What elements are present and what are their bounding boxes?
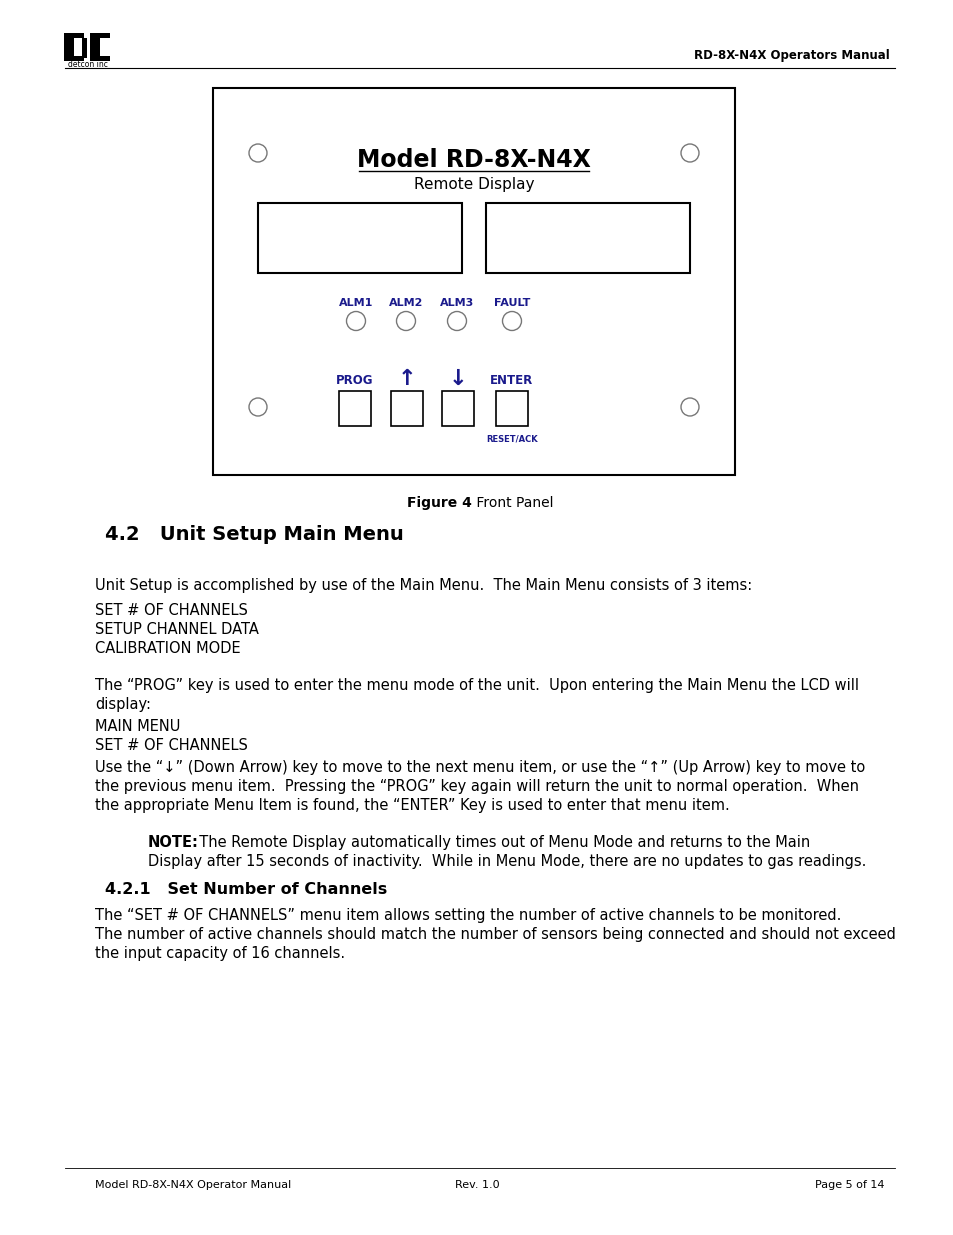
Bar — [82, 38, 87, 58]
Text: PROG: PROG — [335, 374, 374, 388]
Text: RESET/ACK: RESET/ACK — [486, 435, 537, 443]
Text: SET # OF CHANNELS: SET # OF CHANNELS — [95, 603, 248, 618]
Text: Use the “↓” (Down Arrow) key to move to the next menu item, or use the “↑” (Up A: Use the “↓” (Down Arrow) key to move to … — [95, 760, 864, 776]
Text: Front Panel: Front Panel — [472, 496, 553, 510]
Circle shape — [249, 144, 267, 162]
Text: ALM1: ALM1 — [338, 298, 373, 308]
Circle shape — [680, 144, 699, 162]
Bar — [441, 391, 474, 426]
Text: ↓: ↓ — [448, 369, 467, 389]
Circle shape — [249, 398, 267, 416]
Text: detcon inc: detcon inc — [68, 61, 108, 69]
Bar — [90, 33, 100, 61]
Text: display:: display: — [95, 697, 151, 713]
Text: ENTER: ENTER — [490, 374, 533, 388]
Text: RD-8X-N4X Operators Manual: RD-8X-N4X Operators Manual — [694, 48, 889, 62]
Text: ALM3: ALM3 — [439, 298, 474, 308]
Circle shape — [680, 398, 699, 416]
Bar — [338, 391, 371, 426]
Text: Rev. 1.0: Rev. 1.0 — [455, 1179, 498, 1191]
Bar — [485, 203, 689, 273]
Text: The “PROG” key is used to enter the menu mode of the unit.  Upon entering the Ma: The “PROG” key is used to enter the menu… — [95, 678, 858, 693]
Bar — [496, 391, 527, 426]
Text: Display after 15 seconds of inactivity.  While in Menu Mode, there are no update: Display after 15 seconds of inactivity. … — [148, 853, 865, 869]
Bar — [213, 88, 734, 475]
Text: Unit Setup is accomplished by use of the Main Menu.  The Main Menu consists of 3: Unit Setup is accomplished by use of the… — [95, 578, 752, 593]
Bar — [90, 56, 110, 61]
Circle shape — [346, 311, 365, 331]
Text: NOTE:: NOTE: — [148, 835, 198, 850]
Text: 4.2   Unit Setup Main Menu: 4.2 Unit Setup Main Menu — [105, 526, 403, 545]
Circle shape — [396, 311, 416, 331]
Text: SETUP CHANNEL DATA: SETUP CHANNEL DATA — [95, 622, 258, 637]
Text: ↑: ↑ — [397, 369, 416, 389]
Circle shape — [502, 311, 521, 331]
Text: 4.2.1   Set Number of Channels: 4.2.1 Set Number of Channels — [105, 882, 387, 897]
Text: Remote Display: Remote Display — [414, 178, 534, 193]
Text: the previous menu item.  Pressing the “PROG” key again will return the unit to n: the previous menu item. Pressing the “PR… — [95, 779, 858, 794]
Text: Page 5 of 14: Page 5 of 14 — [815, 1179, 884, 1191]
Text: the input capacity of 16 channels.: the input capacity of 16 channels. — [95, 946, 345, 961]
Text: FAULT: FAULT — [494, 298, 530, 308]
Bar — [90, 33, 110, 38]
Text: The Remote Display automatically times out of Menu Mode and returns to the Main: The Remote Display automatically times o… — [190, 835, 809, 850]
Bar — [64, 56, 84, 61]
Circle shape — [447, 311, 466, 331]
Bar — [64, 33, 74, 61]
Text: the appropriate Menu Item is found, the “ENTER” Key is used to enter that menu i: the appropriate Menu Item is found, the … — [95, 798, 729, 813]
Text: MAIN MENU: MAIN MENU — [95, 719, 180, 734]
Text: The “SET # OF CHANNELS” menu item allows setting the number of active channels t: The “SET # OF CHANNELS” menu item allows… — [95, 908, 841, 923]
Text: ALM2: ALM2 — [389, 298, 423, 308]
Bar — [391, 391, 422, 426]
Bar — [257, 203, 461, 273]
Text: Model RD-8X-N4X Operator Manual: Model RD-8X-N4X Operator Manual — [95, 1179, 291, 1191]
Text: The number of active channels should match the number of sensors being connected: The number of active channels should mat… — [95, 927, 895, 942]
Text: Model RD-8X-N4X: Model RD-8X-N4X — [356, 148, 590, 172]
Bar — [64, 33, 84, 38]
Text: CALIBRATION MODE: CALIBRATION MODE — [95, 641, 240, 656]
Text: Figure 4: Figure 4 — [407, 496, 472, 510]
Text: SET # OF CHANNELS: SET # OF CHANNELS — [95, 739, 248, 753]
